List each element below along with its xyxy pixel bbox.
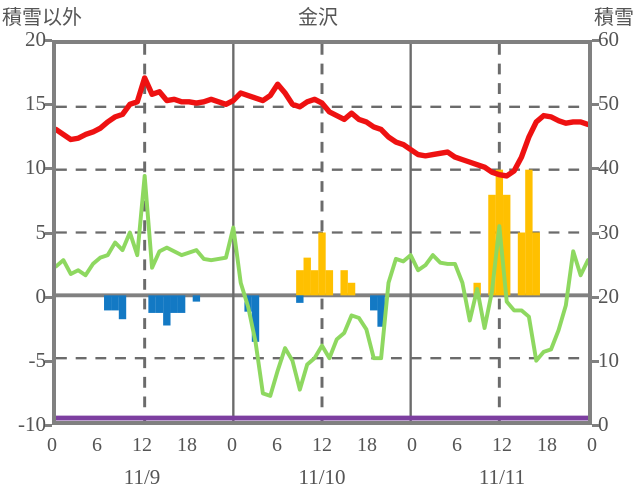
- left-tick-mark: [45, 167, 52, 171]
- x-axis-day-label: 11/9: [123, 465, 161, 489]
- x-axis-tick: 18: [177, 434, 197, 456]
- right-axis-tick: 10: [598, 347, 619, 372]
- x-axis-day-label: 11/11: [478, 465, 526, 489]
- left-tick-mark: [45, 39, 52, 42]
- x-axis-tick: 0: [587, 434, 597, 456]
- left-tick-mark: [45, 231, 52, 235]
- right-tick-mark: [592, 167, 599, 171]
- x-axis-tick: 18: [357, 434, 377, 456]
- right-tick-mark: [592, 359, 599, 363]
- right-tick-mark: [592, 39, 599, 42]
- x-axis-tick: 18: [537, 434, 557, 456]
- left-axis-tick: -5: [28, 347, 47, 372]
- x-axis-tick: 6: [452, 434, 462, 456]
- right-axis-tick: 40: [598, 155, 619, 180]
- right-axis-tick: 60: [598, 27, 619, 51]
- x-axis-tick: 12: [132, 434, 152, 456]
- right-tick-mark: [592, 103, 599, 107]
- x-axis-tick: 6: [272, 434, 282, 456]
- right-axis-tick: 30: [598, 219, 619, 244]
- chart-title: 金沢: [298, 5, 338, 29]
- left-axis-tick: 15: [25, 91, 46, 116]
- left-axis-title: 積雪以外: [2, 5, 82, 29]
- right-tick-mark: [592, 295, 599, 299]
- right-axis-tick: 0: [598, 412, 609, 436]
- left-tick-mark: [45, 359, 52, 363]
- plot-area: [52, 40, 592, 425]
- left-axis-tick: 0: [35, 283, 47, 308]
- left-axis-tick: 20: [25, 27, 46, 51]
- lines-layer: [56, 75, 588, 421]
- right-axis-tick: 20: [598, 283, 619, 308]
- x-axis-day-label: 11/10: [298, 465, 346, 489]
- bars-layer: [104, 169, 540, 342]
- x-axis-tick: 0: [47, 434, 57, 456]
- left-axis-tick: 5: [35, 219, 47, 244]
- x-axis-tick: 0: [407, 434, 417, 456]
- right-tick-mark: [592, 231, 599, 235]
- x-axis-tick: 6: [92, 434, 102, 456]
- right-axis-title: 積雪: [594, 5, 634, 29]
- right-tick-mark: [592, 424, 599, 427]
- left-tick-mark: [45, 424, 52, 427]
- x-axis-tick: 0: [227, 434, 237, 456]
- left-tick-mark: [45, 295, 52, 299]
- x-axis-tick: 12: [312, 434, 332, 456]
- left-axis-tick: 10: [25, 155, 46, 180]
- right-axis-tick: 50: [598, 91, 619, 116]
- left-axis-tick: -10: [18, 412, 46, 436]
- x-axis-tick: 12: [492, 434, 512, 456]
- left-tick-mark: [45, 103, 52, 107]
